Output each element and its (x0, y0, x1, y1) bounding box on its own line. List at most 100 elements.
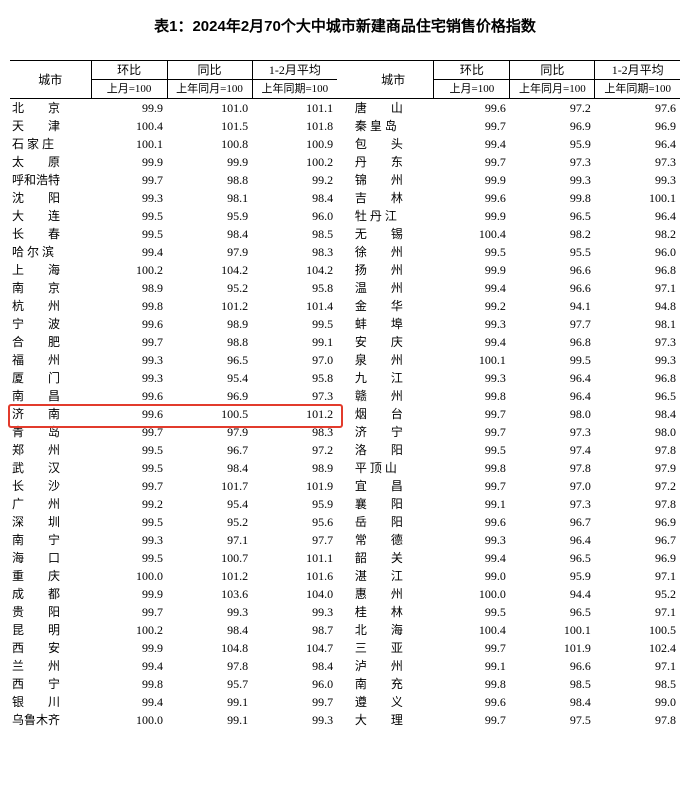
avg-cell: 96.8 (595, 261, 680, 279)
avg-cell: 104.2 (252, 261, 337, 279)
yoy-cell: 100.1 (510, 621, 595, 639)
mom-cell: 99.5 (434, 243, 510, 261)
mom-cell: 99.7 (434, 405, 510, 423)
city-cell: 济 南 (10, 405, 91, 423)
avg-cell: 97.8 (595, 711, 680, 729)
city-cell: 广 州 (10, 495, 91, 513)
avg-cell: 98.2 (595, 225, 680, 243)
city-cell: 乌鲁木齐 (10, 711, 91, 729)
city-cell: 重 庆 (10, 567, 91, 585)
avg-cell: 100.1 (595, 189, 680, 207)
yoy-cell: 98.4 (167, 225, 252, 243)
avg-cell: 98.4 (252, 189, 337, 207)
table-row: 福 州99.396.597.0泉 州100.199.599.3 (10, 351, 680, 369)
yoy-cell: 95.2 (167, 513, 252, 531)
city-cell: 九 江 (353, 369, 434, 387)
mom-cell: 99.7 (91, 423, 167, 441)
table-row: 银 川99.499.199.7遵 义99.698.499.0 (10, 693, 680, 711)
city-cell: 洛 阳 (353, 441, 434, 459)
city-cell: 泉 州 (353, 351, 434, 369)
yoy-cell: 99.1 (167, 693, 252, 711)
avg-cell: 98.4 (595, 405, 680, 423)
table-row: 郑 州99.596.797.2洛 阳99.597.497.8 (10, 441, 680, 459)
avg-cell: 96.4 (595, 135, 680, 153)
yoy-cell: 97.9 (167, 243, 252, 261)
avg-cell: 97.2 (595, 477, 680, 495)
mom-cell: 99.8 (91, 675, 167, 693)
mom-cell: 99.2 (91, 495, 167, 513)
yoy-cell: 97.3 (510, 423, 595, 441)
mom-cell: 100.2 (91, 261, 167, 279)
hdr-yoy-right: 同比 (510, 61, 595, 80)
avg-cell: 95.9 (252, 495, 337, 513)
avg-cell: 97.1 (595, 603, 680, 621)
yoy-cell: 97.3 (510, 495, 595, 513)
hdr-avg-right: 1-2月平均 (595, 61, 680, 80)
city-cell: 牡 丹 江 (353, 207, 434, 225)
avg-cell: 99.0 (595, 693, 680, 711)
table-row: 宁 波99.698.999.5蚌 埠99.397.798.1 (10, 315, 680, 333)
mom-cell: 99.4 (434, 549, 510, 567)
mom-cell: 100.0 (91, 711, 167, 729)
avg-cell: 95.6 (252, 513, 337, 531)
city-cell: 大 理 (353, 711, 434, 729)
yoy-cell: 96.6 (510, 657, 595, 675)
yoy-cell: 101.0 (167, 99, 252, 118)
mom-cell: 99.8 (434, 387, 510, 405)
table-row: 厦 门99.395.495.8九 江99.396.496.8 (10, 369, 680, 387)
table-row: 青 岛99.797.998.3济 宁99.797.398.0 (10, 423, 680, 441)
avg-cell: 99.5 (252, 315, 337, 333)
avg-cell: 100.5 (595, 621, 680, 639)
avg-cell: 99.3 (252, 711, 337, 729)
city-cell: 石 家 庄 (10, 135, 91, 153)
yoy-cell: 98.8 (167, 333, 252, 351)
city-cell: 厦 门 (10, 369, 91, 387)
city-cell: 惠 州 (353, 585, 434, 603)
table-header: 城市 环比 同比 1-2月平均 城市 环比 同比 1-2月平均 上月=100 上… (10, 61, 680, 99)
yoy-cell: 95.7 (167, 675, 252, 693)
yoy-cell: 101.2 (167, 297, 252, 315)
mom-cell: 99.9 (434, 261, 510, 279)
city-cell: 遵 义 (353, 693, 434, 711)
yoy-cell: 101.9 (510, 639, 595, 657)
table-row: 天 津100.4101.5101.8秦 皇 岛99.796.996.9 (10, 117, 680, 135)
yoy-cell: 100.8 (167, 135, 252, 153)
mom-cell: 99.5 (91, 225, 167, 243)
yoy-cell: 96.9 (510, 117, 595, 135)
city-cell: 兰 州 (10, 657, 91, 675)
mom-cell: 99.3 (91, 189, 167, 207)
yoy-cell: 98.4 (510, 693, 595, 711)
yoy-cell: 95.4 (167, 495, 252, 513)
city-cell: 秦 皇 岛 (353, 117, 434, 135)
city-cell: 西 安 (10, 639, 91, 657)
yoy-cell: 98.2 (510, 225, 595, 243)
mom-cell: 100.1 (434, 351, 510, 369)
yoy-cell: 98.1 (167, 189, 252, 207)
yoy-cell: 97.3 (510, 153, 595, 171)
yoy-cell: 99.1 (167, 711, 252, 729)
city-cell: 三 亚 (353, 639, 434, 657)
city-cell: 包 头 (353, 135, 434, 153)
city-cell: 青 岛 (10, 423, 91, 441)
avg-cell: 96.9 (595, 117, 680, 135)
avg-cell: 96.0 (252, 675, 337, 693)
city-cell: 西 宁 (10, 675, 91, 693)
table-row: 合 肥99.798.899.1安 庆99.496.897.3 (10, 333, 680, 351)
table-row: 南 宁99.397.197.7常 德99.396.496.7 (10, 531, 680, 549)
mom-cell: 99.4 (434, 279, 510, 297)
mom-cell: 99.7 (434, 117, 510, 135)
avg-cell: 97.3 (595, 333, 680, 351)
avg-cell: 95.2 (595, 585, 680, 603)
avg-cell: 97.3 (595, 153, 680, 171)
avg-cell: 96.9 (595, 549, 680, 567)
yoy-cell: 104.2 (167, 261, 252, 279)
table-row: 贵 阳99.799.399.3桂 林99.596.597.1 (10, 603, 680, 621)
yoy-cell: 97.8 (167, 657, 252, 675)
city-cell: 上 海 (10, 261, 91, 279)
city-cell: 唐 山 (353, 99, 434, 118)
table-row: 上 海100.2104.2104.2扬 州99.996.696.8 (10, 261, 680, 279)
yoy-cell: 97.8 (510, 459, 595, 477)
mom-cell: 99.4 (434, 333, 510, 351)
city-cell: 贵 阳 (10, 603, 91, 621)
mom-cell: 99.5 (91, 549, 167, 567)
